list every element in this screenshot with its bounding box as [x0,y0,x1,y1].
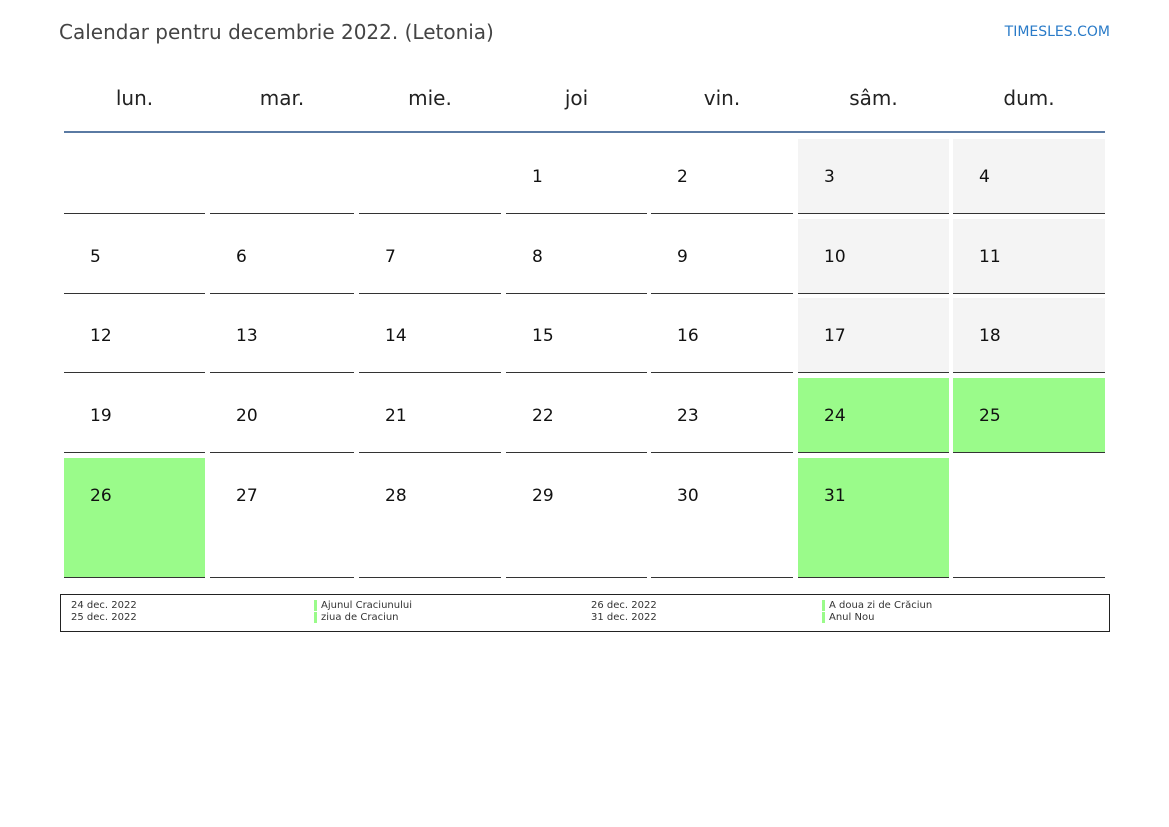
day-cell[interactable]: 15 [506,298,647,373]
legend-date: 26 dec. 2022 [591,600,657,611]
day-number: 16 [677,326,699,346]
weekday-header: lun. [115,86,154,110]
day-number: 10 [824,247,846,267]
holiday-color-marker [314,600,317,611]
day-cell[interactable]: 31 [798,458,949,578]
day-number: 30 [677,486,699,506]
day-cell[interactable]: 16 [651,298,793,373]
day-cell[interactable]: 11 [953,219,1105,294]
day-cell[interactable]: 2 [651,139,793,214]
legend-date: 25 dec. 2022 [71,612,137,623]
day-number: 22 [532,406,554,426]
weekday-header: joi [564,86,589,110]
day-cell[interactable]: 1 [506,139,647,214]
weekday-header: sâm. [849,86,898,110]
day-number: 8 [532,247,543,267]
legend-holiday-name: Ajunul Craciunului [321,600,412,611]
day-cell[interactable]: 9 [651,219,793,294]
day-cell[interactable]: 29 [506,458,647,578]
day-number: 24 [824,406,846,426]
day-number: 31 [824,486,846,506]
legend-holiday-name: ziua de Craciun [321,612,399,623]
day-number: 4 [979,167,990,187]
day-cell[interactable]: 6 [210,219,354,294]
day-cell[interactable]: 8 [506,219,647,294]
weekday-header: vin. [703,86,741,110]
day-number: 23 [677,406,699,426]
day-cell[interactable]: 21 [359,378,501,453]
day-number: 18 [979,326,1001,346]
header-divider [64,131,1105,133]
day-cell[interactable]: 12 [64,298,205,373]
day-cell[interactable]: 5 [64,219,205,294]
day-number: 21 [385,406,407,426]
day-number: 9 [677,247,688,267]
legend-date: 31 dec. 2022 [591,612,657,623]
day-cell[interactable]: 23 [651,378,793,453]
day-number: 14 [385,326,407,346]
legend-date: 24 dec. 2022 [71,600,137,611]
day-number: 6 [236,247,247,267]
day-cell [953,458,1105,578]
day-number: 19 [90,406,112,426]
legend-holiday-name: Anul Nou [829,612,875,623]
day-cell[interactable]: 20 [210,378,354,453]
day-cell[interactable]: 18 [953,298,1105,373]
day-number: 7 [385,247,396,267]
day-number: 17 [824,326,846,346]
day-number: 11 [979,247,1001,267]
holiday-color-marker [822,600,825,611]
day-number: 3 [824,167,835,187]
day-cell[interactable]: 14 [359,298,501,373]
legend-holiday-name: A doua zi de Crăciun [829,600,933,611]
day-number: 13 [236,326,258,346]
day-cell[interactable]: 10 [798,219,949,294]
day-number: 1 [532,167,543,187]
holiday-color-marker [314,612,317,623]
day-number: 26 [90,486,112,506]
day-cell[interactable]: 17 [798,298,949,373]
day-number: 27 [236,486,258,506]
weekday-header: dum. [1003,86,1055,110]
day-cell[interactable]: 28 [359,458,501,578]
day-cell[interactable]: 24 [798,378,949,453]
day-number: 12 [90,326,112,346]
day-cell[interactable]: 4 [953,139,1105,214]
day-cell [359,139,501,214]
day-cell[interactable]: 19 [64,378,205,453]
page-title: Calendar pentru decembrie 2022. (Letonia… [59,20,494,44]
weekday-header: mie. [408,86,452,110]
day-number: 28 [385,486,407,506]
holiday-legend: 24 dec. 2022 Ajunul Craciunului 25 dec. 20… [60,594,1110,632]
weekday-header: mar. [259,86,305,110]
day-cell[interactable]: 30 [651,458,793,578]
day-number: 20 [236,406,258,426]
day-cell[interactable]: 7 [359,219,501,294]
brand-link[interactable]: TIMESLES.COM [1004,24,1110,40]
holiday-color-marker [822,612,825,623]
day-cell[interactable]: 26 [64,458,205,578]
day-number: 15 [532,326,554,346]
day-number: 25 [979,406,1001,426]
day-cell[interactable]: 27 [210,458,354,578]
day-cell[interactable]: 22 [506,378,647,453]
day-cell [64,139,205,214]
day-cell[interactable]: 25 [953,378,1105,453]
day-number: 5 [90,247,101,267]
day-number: 2 [677,167,688,187]
day-cell[interactable]: 3 [798,139,949,214]
day-cell[interactable]: 13 [210,298,354,373]
day-cell [210,139,354,214]
day-number: 29 [532,486,554,506]
